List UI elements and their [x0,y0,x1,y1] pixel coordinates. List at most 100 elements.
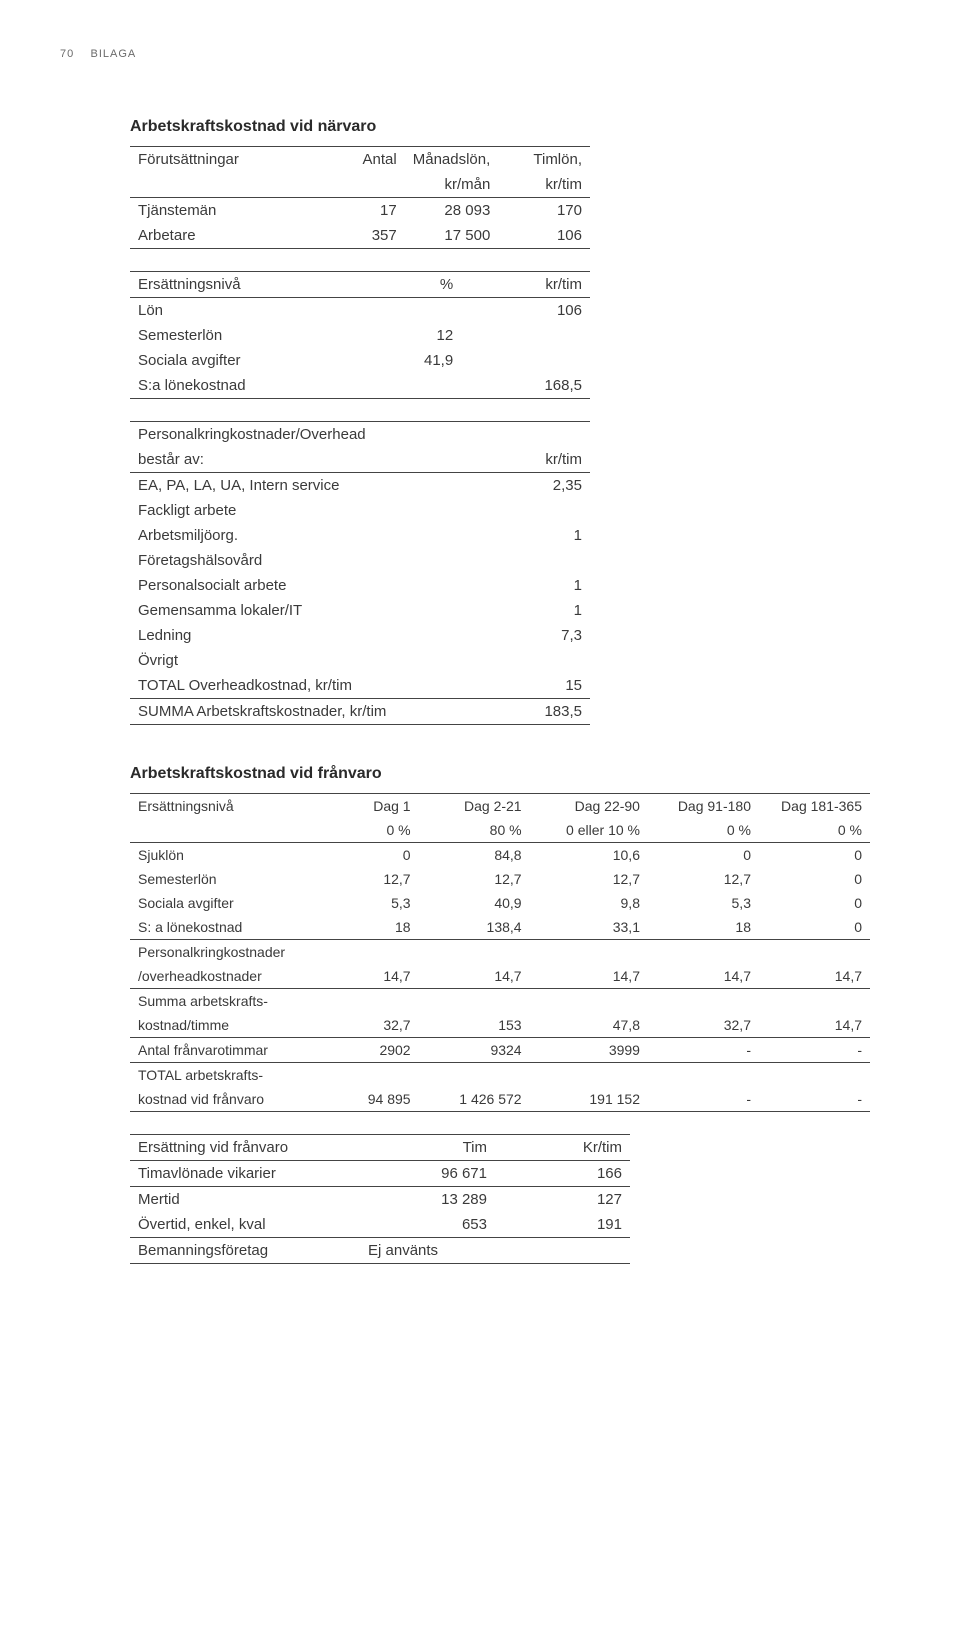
cell: 191 152 [530,1087,648,1112]
row-label: Övertid, enkel, kval [130,1212,360,1238]
row-label: S:a lönekostnad [130,373,337,399]
row-label: TOTAL Overheadkostnad, kr/tim [130,673,452,699]
cell: - [648,1087,759,1112]
col-header: kr/mån [405,172,499,198]
cell: 12,7 [330,867,419,891]
col-header: Ersättning vid frånvaro [130,1135,360,1161]
col-subheader: 0 % [330,818,419,843]
row-label: Semesterlön [130,867,330,891]
cell: 33,1 [530,915,648,940]
table-forutsattningar: Förutsättningar Antal Månadslön, Timlön,… [130,146,590,249]
cell: 5,3 [330,891,419,915]
col-header: Dag 2-21 [419,794,530,819]
row-label: TOTAL arbetskrafts- [130,1063,330,1088]
row-label: kostnad vid frånvaro [130,1087,330,1112]
cell: 14,7 [759,964,870,989]
cell: 96 671 [360,1161,495,1187]
cell: 170 [498,198,590,224]
cell: 1 [452,598,590,623]
col-header: kr/tim [452,447,590,473]
page: 70 BILAGA Arbetskraftskostnad vid närvar… [0,0,960,1649]
col-header: Månadslön, [405,147,499,173]
row-label: Bemanningsföretag [130,1238,360,1264]
cell: 106 [461,298,590,324]
page-number: 70 [60,48,74,60]
cell: 1 [452,523,590,548]
row-label: kostnad/timme [130,1013,330,1038]
col-header: Dag 181-365 [759,794,870,819]
row-label: består av: [130,447,452,473]
row-label: Sociala avgifter [130,348,337,373]
col-subheader: 80 % [419,818,530,843]
row-label: /overheadkostnader [130,964,330,989]
row-label: SUMMA Arbetskraftskostnader, kr/tim [130,699,452,725]
row-label: Tjänstemän [130,198,336,224]
col-header: Dag 1 [330,794,419,819]
cell: 357 [336,223,405,249]
cell: 10,6 [530,843,648,868]
cell: 14,7 [330,964,419,989]
cell: 1 426 572 [419,1087,530,1112]
cell: 0 [759,915,870,940]
row-label: Gemensamma lokaler/IT [130,598,452,623]
cell: 18 [648,915,759,940]
row-label: Företagshälsovård [130,548,452,573]
cell: 18 [330,915,419,940]
col-header: Timlön, [498,147,590,173]
col-subheader: 0 eller 10 % [530,818,648,843]
row-label: Övrigt [130,648,452,673]
cell: 153 [419,1013,530,1038]
cell: 13 289 [360,1187,495,1213]
cell: 15 [452,673,590,699]
cell: 32,7 [330,1013,419,1038]
col-header: Kr/tim [495,1135,630,1161]
cell [495,1238,630,1264]
row-label: Personalkringkostnader/Overhead [130,422,452,448]
cell [452,648,590,673]
cell: 653 [360,1212,495,1238]
cell: 0 [759,843,870,868]
cell: 3999 [530,1038,648,1063]
cell: 47,8 [530,1013,648,1038]
row-label: Arbetsmiljöorg. [130,523,452,548]
col-header: Ersättningsnivå [130,794,330,819]
cell: 32,7 [648,1013,759,1038]
cell: - [759,1087,870,1112]
cell: 14,7 [419,964,530,989]
cell: - [648,1038,759,1063]
cell: 12,7 [648,867,759,891]
cell [452,548,590,573]
cell: 14,7 [759,1013,870,1038]
cell: 0 [330,843,419,868]
row-label: EA, PA, LA, UA, Intern service [130,473,452,499]
cell: 0 [648,843,759,868]
cell: 1 [452,573,590,598]
page-section: BILAGA [90,48,136,60]
cell: Ej använts [360,1238,495,1264]
section-heading-franvaro: Arbetskraftskostnad vid frånvaro [130,765,880,783]
cell: 28 093 [405,198,499,224]
cell: 14,7 [648,964,759,989]
row-label: Personalsocialt arbete [130,573,452,598]
table-overhead: Personalkringkostnader/Overhead består a… [130,421,590,725]
row-label: Arbetare [130,223,336,249]
row-label: Lön [130,298,337,324]
cell: 2,35 [452,473,590,499]
table-franvaro: Ersättningsnivå Dag 1 Dag 2-21 Dag 22-90… [130,793,870,1112]
col-header: Antal [336,147,405,173]
cell: 12 [337,323,461,348]
col-header: Dag 91-180 [648,794,759,819]
cell: 2902 [330,1038,419,1063]
cell [452,498,590,523]
cell: 12,7 [419,867,530,891]
cell: 94 895 [330,1087,419,1112]
cell: 9324 [419,1038,530,1063]
row-label: Personalkringkostnader [130,940,330,965]
cell: 12,7 [530,867,648,891]
row-label: Antal frånvarotimmar [130,1038,330,1063]
cell: 5,3 [648,891,759,915]
cell: 14,7 [530,964,648,989]
cell: 127 [495,1187,630,1213]
col-header: % [337,272,461,298]
row-label: Timavlönade vikarier [130,1161,360,1187]
